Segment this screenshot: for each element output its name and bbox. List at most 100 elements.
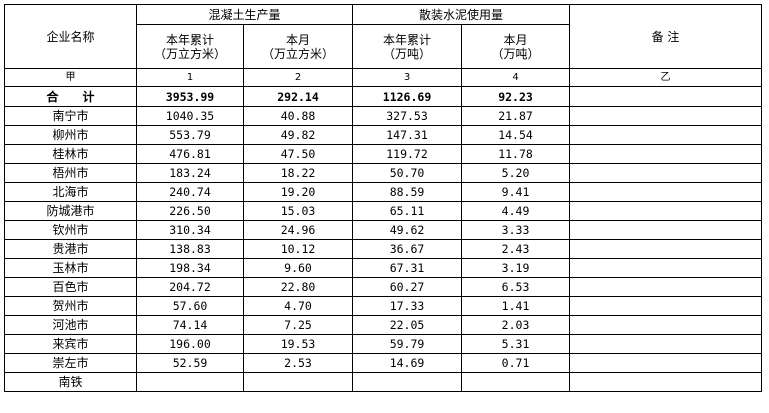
value-cell: 19.53: [242, 334, 354, 354]
value-cell: 60.27: [352, 277, 463, 297]
value-cell: 7.25: [242, 315, 354, 335]
value-cell: 553.79: [136, 125, 244, 145]
value-cell: 50.70: [352, 163, 463, 183]
table-row: 柳州市 553.79 49.82 147.31 14.54: [4, 125, 763, 145]
column-index: 乙: [569, 68, 763, 87]
value-cell: [242, 372, 354, 392]
value-cell: [461, 372, 571, 392]
subheader-cell: 本年累计 （万立方米）: [136, 24, 244, 69]
table-row: 贺州市 57.60 4.70 17.33 1.41: [4, 296, 763, 316]
header-concrete-production: 混凝土生产量: [135, 4, 354, 25]
city-name: 钦州市: [4, 220, 137, 240]
value-cell: 6.53: [461, 277, 571, 297]
subheader-cell: 本年累计 （万吨）: [352, 24, 463, 69]
remarks-cell: [569, 239, 763, 259]
value-cell: 18.22: [242, 163, 354, 183]
table-row: 玉林市 198.34 9.60 67.31 3.19: [4, 258, 763, 278]
city-name: 北海市: [4, 182, 137, 202]
city-name: 百色市: [4, 277, 137, 297]
city-name: 河池市: [4, 315, 137, 335]
remarks-cell: [569, 372, 763, 392]
city-name: 贺州市: [4, 296, 137, 316]
table-row: 崇左市 52.59 2.53 14.69 0.71: [4, 353, 763, 373]
value-cell: 2.43: [461, 239, 571, 259]
value-cell: 49.82: [242, 125, 354, 145]
column-index: 2: [242, 68, 354, 87]
value-cell: 47.50: [242, 144, 354, 164]
remarks-cell: [569, 277, 763, 297]
value-cell: 2.53: [242, 353, 354, 373]
value-cell: 5.31: [461, 334, 571, 354]
city-name: 桂林市: [4, 144, 137, 164]
table-row: 贵港市 138.83 10.12 36.67 2.43: [4, 239, 763, 259]
header-bulk-cement-usage: 散装水泥使用量: [352, 4, 571, 25]
city-name: 防城港市: [4, 201, 137, 221]
value-cell: 204.72: [136, 277, 244, 297]
value-cell: 19.20: [242, 182, 354, 202]
remarks-cell: [569, 182, 763, 202]
value-cell: 40.88: [242, 106, 354, 126]
remarks-cell: [569, 315, 763, 335]
value-cell: [136, 372, 244, 392]
header-company-name: 企业名称: [4, 4, 137, 69]
remarks-cell: [569, 296, 763, 316]
remarks-cell: [569, 353, 763, 373]
table-row: 南宁市 1040.35 40.88 327.53 21.87: [4, 106, 763, 126]
value-cell: [352, 372, 463, 392]
table-row: 防城港市 226.50 15.03 65.11 4.49: [4, 201, 763, 221]
subheader-line1: 本月: [503, 32, 528, 47]
value-cell: 14.54: [461, 125, 571, 145]
table-row: 钦州市 310.34 24.96 49.62 3.33: [4, 220, 763, 240]
subheader-line1: 本年累计: [165, 32, 214, 47]
value-cell: 4.49: [461, 201, 571, 221]
remarks-cell: [569, 258, 763, 278]
value-cell: 3.33: [461, 220, 571, 240]
column-index: 3: [352, 68, 463, 87]
value-cell: 17.33: [352, 296, 463, 316]
value-cell: 5.20: [461, 163, 571, 183]
value-cell: 49.62: [352, 220, 463, 240]
value-cell: 10.12: [242, 239, 354, 259]
value-cell: 3.19: [461, 258, 571, 278]
subheader-line1: 本月: [286, 32, 311, 47]
value-cell: 36.67: [352, 239, 463, 259]
value-cell: 22.80: [242, 277, 354, 297]
city-name: 贵港市: [4, 239, 137, 259]
subheader-unit: （万立方米）: [153, 46, 226, 61]
subheader-unit: （万吨）: [383, 46, 432, 61]
statistics-table: 企业名称 混凝土生产量 散装水泥使用量 备 注 本年累计 （万立方米） 本月 （万立方…: [4, 4, 763, 392]
remarks-cell: [569, 163, 763, 183]
remarks-cell: [569, 220, 763, 240]
value-cell: 65.11: [352, 201, 463, 221]
value-cell: 2.03: [461, 315, 571, 335]
remarks-cell: [569, 334, 763, 354]
value-cell: 52.59: [136, 353, 244, 373]
column-index: 4: [461, 68, 571, 87]
subheader-cell: 本月 （万立方米）: [242, 24, 354, 69]
value-cell: 11.78: [461, 144, 571, 164]
value-cell: 196.00: [136, 334, 244, 354]
total-value: 3953.99: [136, 86, 244, 107]
table-row: 南铁: [4, 372, 763, 392]
value-cell: 138.83: [136, 239, 244, 259]
remarks-cell: [569, 201, 763, 221]
city-name: 来宾市: [4, 334, 137, 354]
total-remarks: [569, 86, 763, 107]
value-cell: 310.34: [136, 220, 244, 240]
value-cell: 147.31: [352, 125, 463, 145]
value-cell: 226.50: [136, 201, 244, 221]
city-name: 南宁市: [4, 106, 137, 126]
value-cell: 119.72: [352, 144, 463, 164]
value-cell: 67.31: [352, 258, 463, 278]
value-cell: 22.05: [352, 315, 463, 335]
value-cell: 4.70: [242, 296, 354, 316]
column-index: 甲: [4, 68, 137, 87]
value-cell: 0.71: [461, 353, 571, 373]
total-label: 合 计: [4, 86, 137, 107]
total-value: 1126.69: [352, 86, 463, 107]
column-index: 1: [136, 68, 244, 87]
subheader-cell: 本月 （万吨）: [461, 24, 571, 69]
total-value: 92.23: [461, 86, 571, 107]
value-cell: 57.60: [136, 296, 244, 316]
table-row: 北海市 240.74 19.20 88.59 9.41: [4, 182, 763, 202]
